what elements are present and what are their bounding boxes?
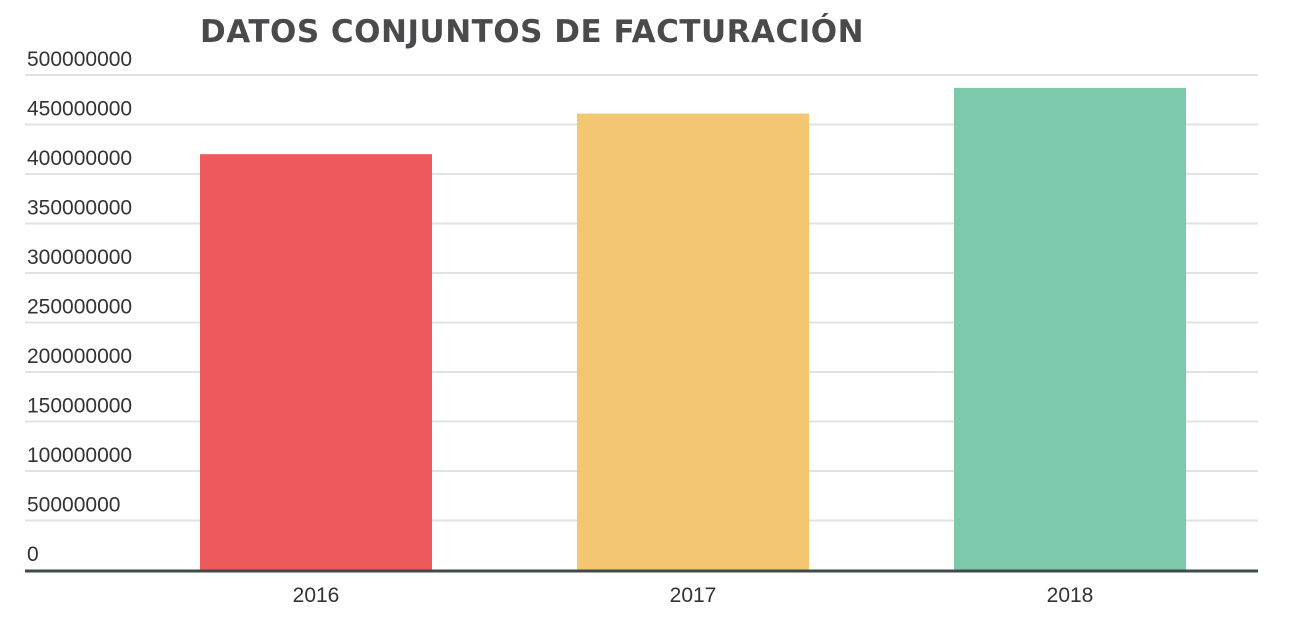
y-tick-label: 200000000 [27,345,132,368]
x-tick-label: 2016 [293,584,340,607]
y-tick-label: 300000000 [27,246,132,269]
bar-2017 [577,113,809,571]
bars [200,87,1186,571]
y-tick-label: 150000000 [27,395,132,418]
y-tick-label: 50000000 [27,494,120,517]
chart-title: DATOS CONJUNTOS DE FACTURACIÓN [200,14,865,50]
y-tick-label: 500000000 [27,48,132,71]
y-tick-label: 100000000 [27,444,132,467]
bar-2018 [954,87,1186,571]
y-axis-tick-labels: 0 50000000 100000000 150000000 200000000 2500… [27,48,132,566]
x-axis-tick-labels: 2016 2017 2018 [293,584,1094,607]
y-tick-label: 350000000 [27,197,132,220]
y-tick-label: 0 [27,543,39,566]
x-tick-label: 2017 [670,584,717,607]
y-tick-label: 450000000 [27,98,132,121]
x-tick-label: 2018 [1047,584,1094,607]
y-tick-label: 400000000 [27,147,132,170]
bar-2016 [200,154,432,570]
y-tick-label: 250000000 [27,296,132,319]
